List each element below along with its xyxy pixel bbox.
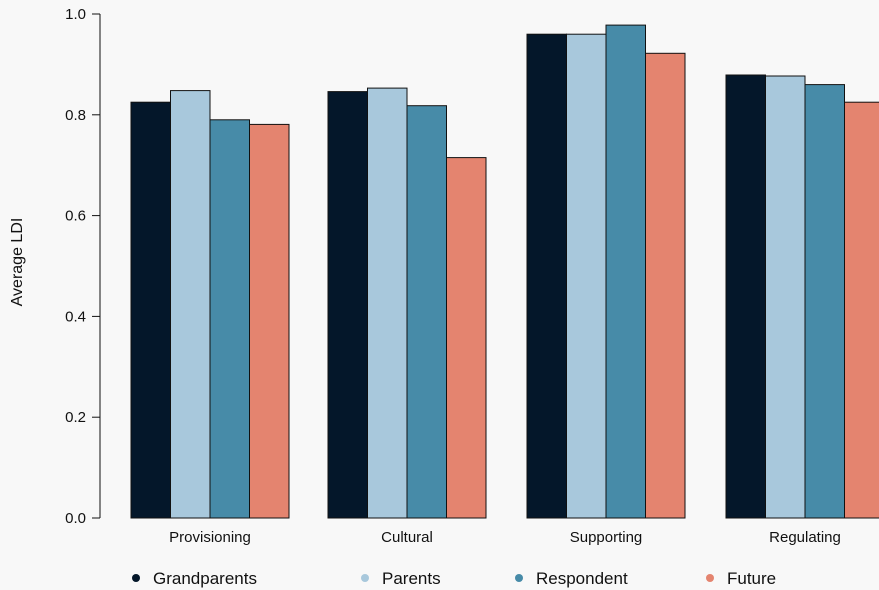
legend-marker-grandparents <box>132 574 140 582</box>
bar-supporting-grandparents <box>526 33 567 519</box>
bar-supporting-future <box>645 52 686 519</box>
bar-supporting-parents <box>566 33 607 519</box>
x-tick-label: Regulating <box>769 529 841 546</box>
bar-cultural-grandparents <box>327 91 368 519</box>
legend-marker-respondent <box>515 574 523 582</box>
bar-cultural-future <box>446 157 487 519</box>
bar-regulating-parents <box>765 75 806 519</box>
bar-cultural-parents <box>367 87 408 519</box>
bar-regulating-future <box>844 101 879 519</box>
legend-label-future: Future <box>727 569 776 588</box>
bar-cultural-respondent <box>406 105 447 519</box>
legend-marker-future <box>706 574 714 582</box>
y-tick-label: 0.6 <box>65 208 86 225</box>
bar-provisioning-grandparents <box>130 101 171 519</box>
bar-supporting-respondent <box>605 24 646 519</box>
legend-label-parents: Parents <box>382 569 441 588</box>
bar-regulating-respondent <box>804 84 845 519</box>
y-tick-label: 0.8 <box>65 107 86 124</box>
y-tick-label: 0.2 <box>65 409 86 426</box>
legend-label-grandparents: Grandparents <box>153 569 257 588</box>
bar-provisioning-future <box>249 123 290 519</box>
bar-provisioning-parents <box>170 90 211 519</box>
y-tick-label: 0.4 <box>65 308 86 325</box>
bar-regulating-grandparents <box>725 74 766 519</box>
x-tick-label: Cultural <box>381 529 433 546</box>
legend-label-respondent: Respondent <box>536 569 628 588</box>
x-tick-label: Provisioning <box>169 529 251 546</box>
y-tick-label: 1.0 <box>65 6 86 23</box>
x-tick-label: Supporting <box>570 529 643 546</box>
bar-provisioning-respondent <box>209 119 250 519</box>
y-tick-label: 0.0 <box>65 510 86 527</box>
legend-marker-parents <box>361 574 369 582</box>
y-axis-label: Average LDI <box>9 218 26 307</box>
